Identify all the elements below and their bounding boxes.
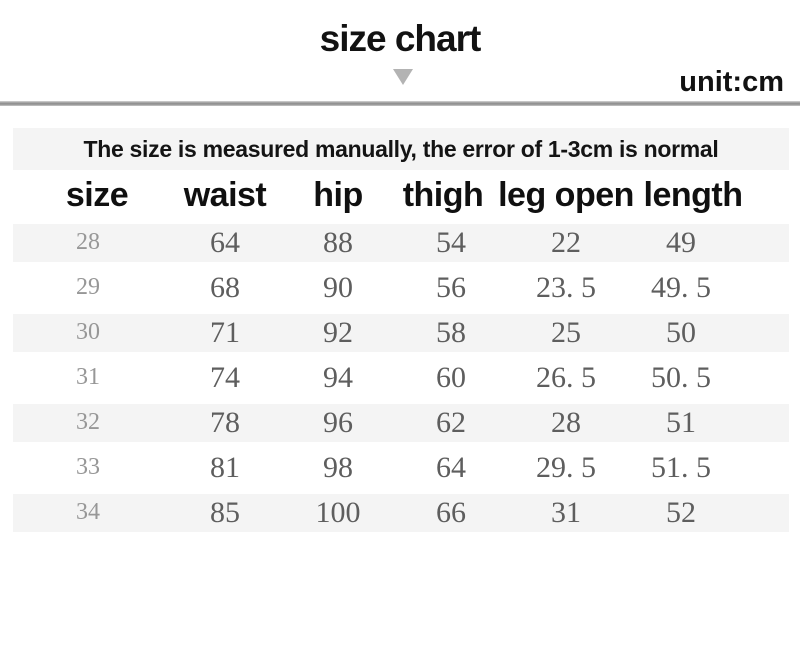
thigh-value: 64 [436, 450, 466, 484]
thigh-value: 54 [436, 225, 466, 259]
hip-value: 94 [323, 360, 353, 394]
thigh-value: 62 [436, 405, 466, 439]
thigh-value: 58 [436, 315, 466, 349]
leg-open-value: 31 [551, 495, 581, 529]
leg-open-value: 28 [551, 405, 581, 439]
column-header-thigh: thigh [402, 175, 484, 214]
leg-open-value: 25 [551, 315, 581, 349]
length-value: 50. 5 [651, 360, 711, 394]
table-row: 32 78 96 62 28 51 [13, 400, 789, 445]
leg-open-value: 26. 5 [536, 360, 596, 394]
size-value: 31 [76, 364, 100, 390]
size-value: 34 [76, 499, 100, 525]
thigh-value: 60 [436, 360, 466, 394]
length-value: 51 [666, 405, 696, 439]
waist-value: 85 [210, 495, 240, 529]
hip-value: 92 [323, 315, 353, 349]
length-value: 52 [666, 495, 696, 529]
waist-value: 74 [210, 360, 240, 394]
thigh-value: 56 [436, 270, 466, 304]
waist-value: 81 [210, 450, 240, 484]
leg-open-value: 23. 5 [536, 270, 596, 304]
down-triangle-icon [393, 69, 413, 85]
size-value: 33 [76, 454, 100, 480]
page-title: size chart [319, 18, 482, 59]
column-header-waist: waist [183, 175, 267, 214]
leg-open-value: 29. 5 [536, 450, 596, 484]
hip-value: 88 [323, 225, 353, 259]
size-value: 30 [76, 319, 100, 345]
column-header-leg-open: leg open [498, 175, 634, 214]
hip-value: 96 [323, 405, 353, 439]
measurement-note: The size is measured manually, the error… [13, 128, 789, 170]
waist-value: 78 [210, 405, 240, 439]
waist-value: 64 [210, 225, 240, 259]
table-row: 29 68 90 56 23. 5 49. 5 [13, 265, 789, 310]
waist-value: 68 [210, 270, 240, 304]
waist-value: 71 [210, 315, 240, 349]
table-row: 28 64 88 54 22 49 [13, 220, 789, 265]
table-row: 31 74 94 60 26. 5 50. 5 [13, 355, 789, 400]
size-value: 28 [76, 229, 100, 255]
column-header-length: length [643, 175, 743, 214]
unit-label: unit:cm [679, 66, 784, 98]
chart-header: size chart unit:cm [0, 0, 800, 101]
column-header-hip: hip [313, 175, 363, 214]
hip-value: 90 [323, 270, 353, 304]
leg-open-value: 22 [551, 225, 581, 259]
length-value: 51. 5 [651, 450, 711, 484]
size-value: 29 [76, 274, 100, 300]
table-row: 30 71 92 58 25 50 [13, 310, 789, 355]
hip-value: 100 [315, 495, 361, 529]
table-row: 34 85 100 66 31 52 [13, 490, 789, 535]
hip-value: 98 [323, 450, 353, 484]
table-header-row: size waist hip thigh leg open length [13, 170, 789, 220]
table-row: 33 81 98 64 29. 5 51. 5 [13, 445, 789, 490]
table-body: 28 64 88 54 22 49 29 68 90 56 23. 5 49. … [13, 220, 789, 535]
length-value: 49. 5 [651, 270, 711, 304]
length-value: 50 [666, 315, 696, 349]
divider [0, 101, 800, 106]
column-header-size: size [65, 175, 129, 214]
thigh-value: 66 [436, 495, 466, 529]
size-value: 32 [76, 409, 100, 435]
length-value: 49 [666, 225, 696, 259]
